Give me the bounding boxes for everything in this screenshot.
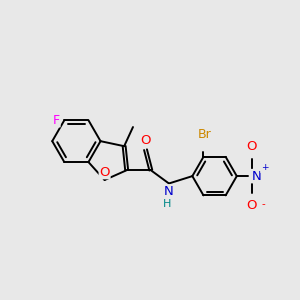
- Text: -: -: [262, 199, 266, 209]
- Text: O: O: [140, 134, 151, 147]
- Text: N: N: [164, 185, 174, 198]
- Text: F: F: [53, 114, 60, 127]
- Text: Br: Br: [198, 128, 212, 141]
- Text: +: +: [261, 164, 268, 172]
- Text: N: N: [251, 169, 261, 183]
- Text: O: O: [246, 140, 257, 153]
- Text: O: O: [99, 166, 110, 178]
- Text: O: O: [246, 199, 257, 212]
- Text: H: H: [163, 199, 172, 209]
